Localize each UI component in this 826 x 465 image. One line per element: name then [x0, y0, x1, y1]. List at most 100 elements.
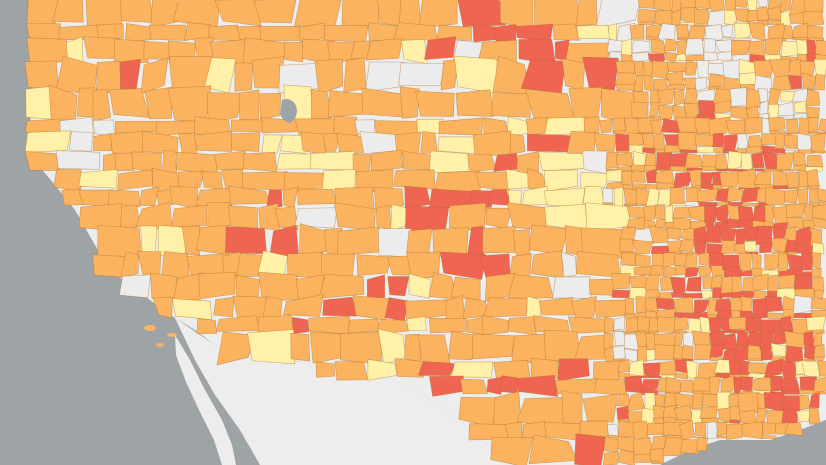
county-polygon[interactable] [737, 392, 760, 414]
county-polygon[interactable] [482, 226, 516, 254]
county-polygon[interactable] [741, 421, 763, 440]
county-polygon[interactable] [642, 362, 661, 378]
county-polygon[interactable] [537, 151, 586, 172]
county-polygon[interactable] [624, 376, 644, 394]
county-polygon[interactable] [259, 92, 282, 121]
county-polygon[interactable] [752, 205, 767, 223]
county-polygon[interactable] [621, 38, 632, 56]
county-polygon[interactable] [704, 226, 722, 244]
county-polygon[interactable] [144, 86, 173, 120]
county-polygon[interactable] [293, 0, 342, 27]
county-polygon[interactable] [493, 152, 519, 172]
county-polygon[interactable] [806, 154, 824, 168]
county-polygon[interactable] [603, 332, 614, 350]
county-polygon[interactable] [715, 309, 732, 320]
county-polygon[interactable] [647, 53, 665, 62]
county-polygon[interactable] [593, 132, 618, 152]
county-polygon[interactable] [150, 0, 178, 28]
county-polygon[interactable] [637, 0, 656, 9]
county-polygon[interactable] [309, 331, 345, 364]
county-polygon[interactable] [78, 169, 118, 189]
county-polygon[interactable] [516, 374, 559, 397]
county-polygon[interactable] [615, 60, 636, 76]
county-polygon[interactable] [794, 100, 809, 114]
county-polygon[interactable] [530, 250, 564, 279]
county-polygon[interactable] [726, 150, 743, 172]
county-polygon[interactable] [114, 38, 149, 64]
county-polygon[interactable] [694, 134, 716, 147]
county-polygon[interactable] [698, 252, 710, 266]
county-polygon[interactable] [693, 299, 710, 316]
county-polygon[interactable] [594, 378, 628, 396]
county-polygon[interactable] [228, 205, 258, 229]
county-polygon[interactable] [294, 207, 338, 229]
county-polygon[interactable] [642, 375, 662, 379]
county-polygon[interactable] [595, 0, 641, 30]
county-polygon[interactable] [794, 274, 813, 290]
county-polygon[interactable] [717, 407, 732, 423]
county-polygon[interactable] [24, 150, 61, 172]
county-polygon[interactable] [797, 187, 809, 205]
county-polygon[interactable] [616, 84, 637, 92]
county-polygon[interactable] [92, 133, 113, 152]
county-polygon[interactable] [728, 316, 747, 330]
county-polygon[interactable] [685, 54, 705, 62]
county-polygon[interactable] [613, 316, 626, 331]
county-polygon[interactable] [92, 88, 112, 122]
county-polygon[interactable] [694, 77, 708, 92]
county-polygon[interactable] [673, 89, 685, 106]
county-polygon[interactable] [663, 38, 678, 52]
county-polygon[interactable] [631, 101, 649, 120]
county-polygon[interactable] [709, 343, 725, 359]
county-polygon[interactable] [654, 393, 666, 408]
county-polygon[interactable] [685, 292, 703, 299]
county-polygon[interactable] [729, 419, 741, 424]
county-polygon[interactable] [817, 359, 826, 378]
county-polygon[interactable] [216, 331, 254, 366]
county-polygon[interactable] [418, 361, 457, 376]
county-polygon[interactable] [700, 182, 715, 190]
county-polygon[interactable] [816, 188, 826, 203]
county-polygon[interactable] [576, 24, 611, 40]
county-polygon[interactable] [739, 376, 754, 393]
county-polygon[interactable] [684, 38, 705, 56]
county-polygon[interactable] [512, 229, 531, 256]
county-polygon[interactable] [659, 292, 674, 299]
county-polygon[interactable] [434, 170, 481, 192]
county-polygon[interactable] [740, 152, 753, 170]
county-polygon[interactable] [731, 275, 742, 294]
county-polygon[interactable] [685, 201, 699, 207]
county-polygon[interactable] [694, 422, 707, 437]
county-polygon[interactable] [460, 378, 489, 395]
county-polygon[interactable] [620, 53, 633, 62]
county-polygon[interactable] [729, 87, 747, 107]
county-polygon[interactable] [415, 90, 455, 117]
county-polygon[interactable] [648, 224, 672, 244]
county-polygon[interactable] [726, 218, 742, 229]
county-polygon[interactable] [784, 132, 800, 135]
county-polygon[interactable] [633, 453, 653, 463]
county-polygon[interactable] [171, 204, 208, 228]
county-polygon[interactable] [625, 316, 640, 334]
county-polygon[interactable] [809, 407, 821, 425]
county-polygon[interactable] [708, 73, 724, 89]
county-polygon[interactable] [343, 57, 367, 93]
county-polygon[interactable] [684, 59, 698, 76]
county-polygon[interactable] [177, 170, 205, 192]
county-polygon[interactable] [720, 240, 738, 255]
county-polygon[interactable] [588, 278, 616, 296]
county-polygon[interactable] [654, 218, 667, 230]
county-polygon[interactable] [370, 149, 404, 172]
county-polygon[interactable] [652, 417, 664, 424]
county-polygon[interactable] [651, 461, 665, 465]
county-polygon[interactable] [672, 217, 692, 230]
county-polygon[interactable] [660, 374, 676, 379]
county-polygon[interactable] [52, 0, 84, 23]
county-polygon[interactable] [805, 106, 820, 119]
county-polygon[interactable] [787, 75, 803, 90]
county-polygon[interactable] [575, 0, 598, 27]
county-polygon[interactable] [561, 390, 583, 425]
county-polygon[interactable] [582, 393, 619, 423]
county-polygon[interactable] [780, 360, 797, 380]
